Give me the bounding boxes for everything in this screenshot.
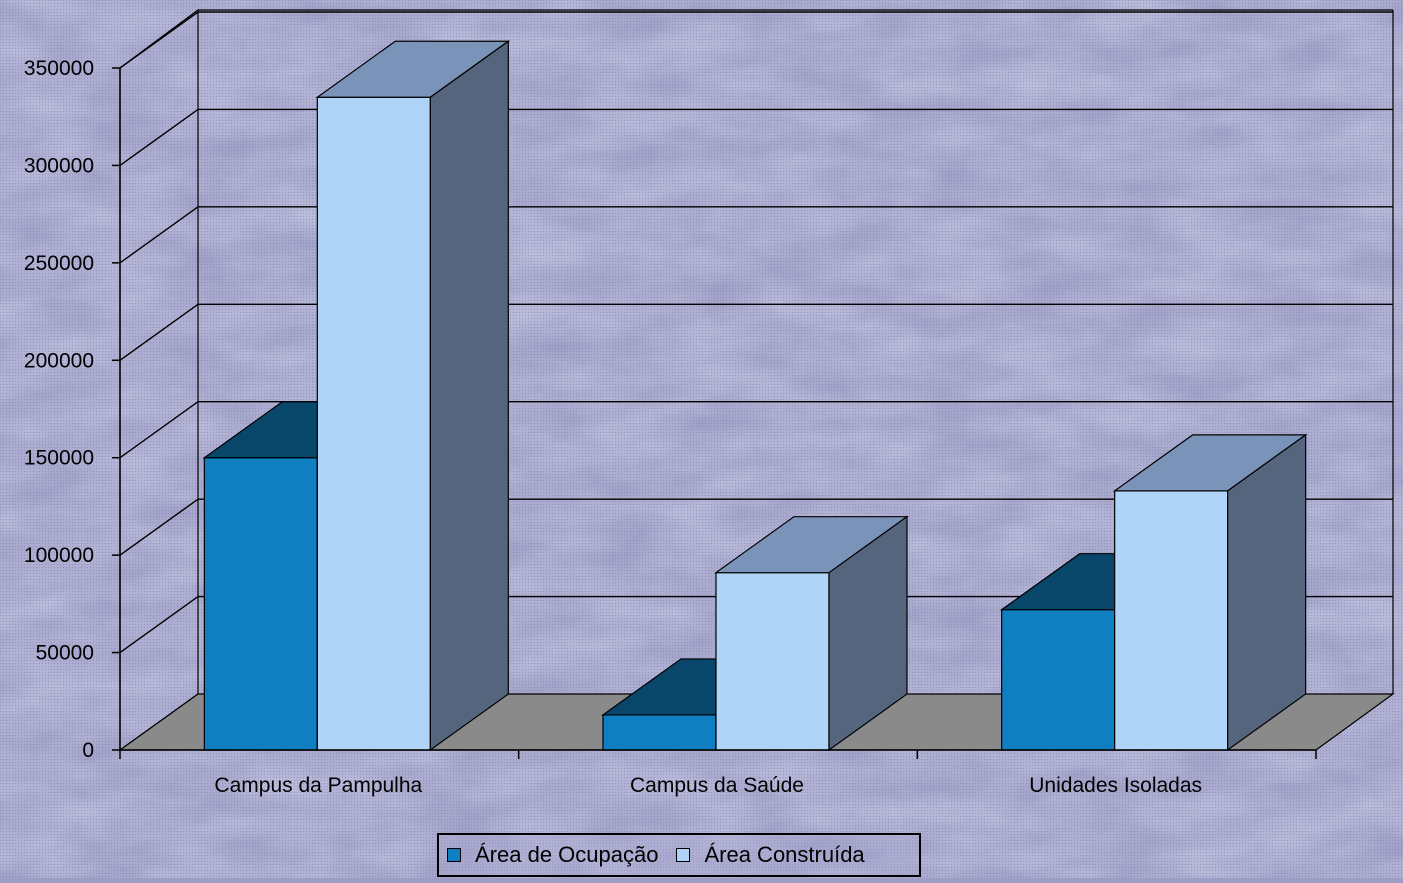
y-tick-label-300000: 300000 <box>24 154 94 177</box>
y-tick-label-350000: 350000 <box>24 57 94 80</box>
axes: 0 50000 100000 150000 200000 250000 300000 3500… <box>24 57 1317 797</box>
bar-front <box>316 96 431 751</box>
legend-swatch-ocupacao <box>447 848 461 862</box>
gridline-250000 <box>119 206 1393 264</box>
x-tick-label-campus-da-pampulha: Campus da Pampulha <box>214 774 422 797</box>
x-tick-label-unidades-isoladas: Unidades Isoladas <box>1029 774 1202 797</box>
bar-area-construida-campus-da-pampulha <box>315 40 511 752</box>
bars <box>202 40 1308 752</box>
legend: Área de Ocupação Área Construída <box>437 833 921 877</box>
bar-front <box>715 572 830 751</box>
legend-swatch-construida <box>676 848 691 862</box>
y-tick-label-250000: 250000 <box>24 252 94 275</box>
y-tick-label-50000: 50000 <box>36 642 94 665</box>
legend-item-ocupacao: Área de Ocupação <box>447 842 658 868</box>
gridline-150000 <box>119 401 1393 459</box>
gridline-350000 <box>119 11 1393 69</box>
bar-front <box>602 714 717 751</box>
legend-label-construida: Área Construída <box>704 842 865 867</box>
bar-side <box>1227 433 1307 752</box>
bar-front <box>203 457 318 751</box>
gridline-200000 <box>119 303 1393 361</box>
legend-label-ocupacao: Área de Ocupação <box>475 842 659 867</box>
y-tick-label-150000: 150000 <box>24 447 94 470</box>
y-tick-label-200000: 200000 <box>24 349 94 372</box>
y-tick-label-100000: 100000 <box>24 544 94 567</box>
bar-area-construida-campus-da-saude <box>714 515 909 752</box>
y-tick-label-0: 0 <box>82 739 94 762</box>
gridline-300000 <box>119 108 1393 166</box>
legend-item-construida: Área Construída <box>676 842 865 868</box>
bar-side <box>828 515 908 752</box>
bar-front <box>1001 609 1116 751</box>
gridline-50000 <box>119 595 1393 654</box>
x-tick-label-campus-da-saude: Campus da Saúde <box>630 774 804 797</box>
gridline-100000 <box>119 498 1393 556</box>
bar-side <box>429 40 509 752</box>
gridlines <box>119 11 1393 654</box>
bar-area-construida-unidades-isoladas <box>1112 433 1308 752</box>
bar-front <box>1114 490 1229 751</box>
